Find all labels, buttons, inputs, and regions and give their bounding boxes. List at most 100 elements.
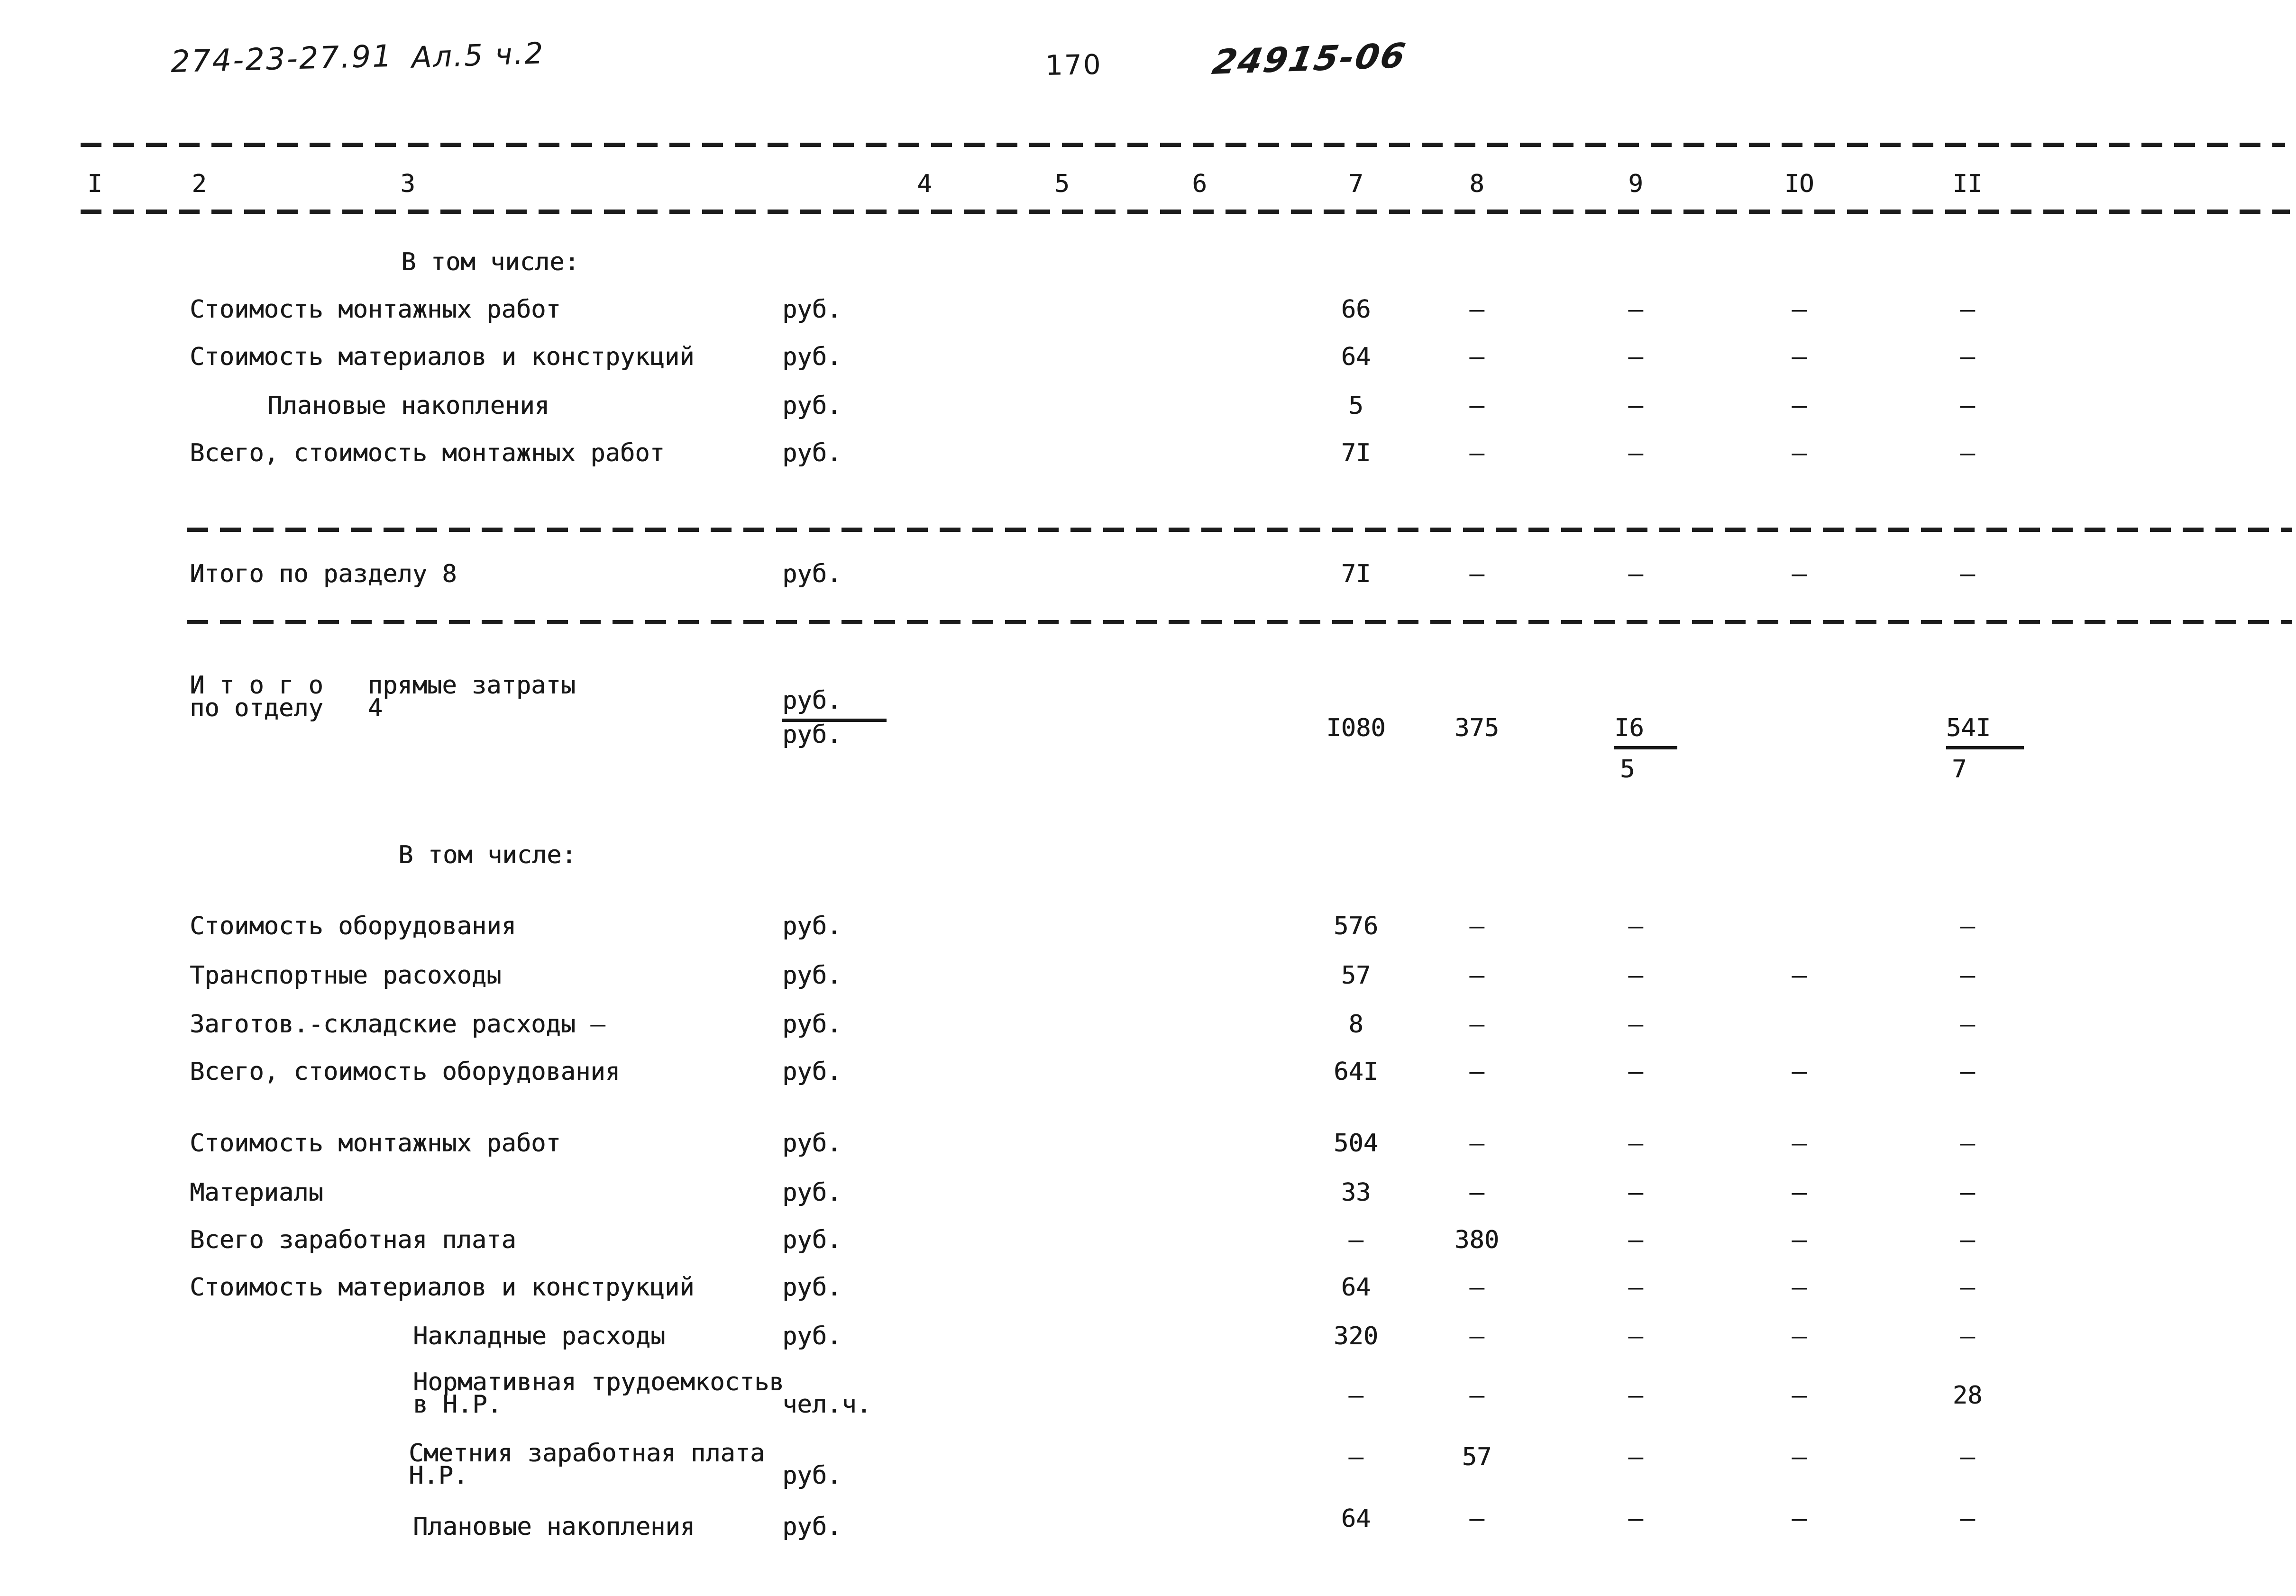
planovye-nakopleniya-2-label: Плановые накопления — [413, 1513, 695, 1541]
itogo-pryamye-zatraty-po-otdelu-4-unit-top: руб. — [782, 688, 887, 722]
v-tom-chisle-2-label: В том числе: — [398, 841, 576, 869]
transportnye-rashody-label: Транспортные расоходы — [190, 961, 502, 990]
v-tom-chisle-1-label: В том числе: — [401, 248, 579, 276]
stoimost-materialov-i-konstrukcij-2-value-col11: – — [1960, 1273, 1975, 1302]
dashed-rule-header-bottom — [81, 210, 2290, 214]
itogo-pryamye-zatraty-po-otdelu-4-value-denominator: 5 — [1620, 755, 1635, 784]
planovye-nakopleniya-1-unit: руб. — [782, 392, 842, 420]
vsego-stoimost-montazhnyh-rabot-value-col8: – — [1469, 439, 1484, 467]
smetnaya-zarabotnaya-plata-nr-value-col8: 57 — [1462, 1443, 1492, 1471]
zagotov-skladskie-rashody-value-col7: 8 — [1348, 1010, 1363, 1039]
stoimost-montazhnyh-rabot-1-value-col8: – — [1469, 295, 1484, 324]
nakladnye-rashody-value-col11: – — [1960, 1322, 1975, 1350]
vsego-zarabotnaya-plata-value-col9: – — [1628, 1226, 1643, 1254]
zagotov-skladskie-rashody-value-col8: – — [1469, 1010, 1484, 1039]
smetnaya-zarabotnaya-plata-nr-value-col10: – — [1792, 1443, 1807, 1471]
stoimost-montazhnyh-rabot-2-value-col7: 504 — [1334, 1129, 1378, 1158]
nakladnye-rashody-label: Накладные расходы — [413, 1322, 666, 1350]
stoimost-montazhnyh-rabot-2-unit: руб. — [782, 1129, 842, 1158]
transportnye-rashody-value-col11: – — [1960, 961, 1975, 990]
stoimost-montazhnyh-rabot-1-value-col7: 66 — [1341, 295, 1371, 324]
column-number-8: 8 — [1469, 170, 1484, 198]
itogo-po-razdelu-8-value-col7: 7I — [1341, 560, 1371, 588]
stoimost-materialov-i-konstrukcij-1-value-col10: – — [1792, 343, 1807, 371]
planovye-nakopleniya-1-value-col10: – — [1792, 392, 1807, 420]
vsego-zarabotnaya-plata-value-col8: 380 — [1454, 1226, 1499, 1254]
itogo-pryamye-zatraty-po-otdelu-4-value-numerator: 54I — [1946, 716, 2024, 749]
planovye-nakopleniya-1-value-col8: – — [1469, 392, 1484, 420]
stoimost-montazhnyh-rabot-2-value-col8: – — [1469, 1129, 1484, 1158]
stoimost-montazhnyh-rabot-2-label: Стоимость монтажных работ — [190, 1129, 561, 1158]
planovye-nakopleniya-2-value-col10: – — [1792, 1505, 1807, 1533]
zagotov-skladskie-rashody-unit: руб. — [782, 1010, 842, 1039]
stoimost-oborudovaniya-unit: руб. — [782, 912, 842, 940]
transportnye-rashody-value-col8: – — [1469, 961, 1484, 990]
itogo-pryamye-zatraty-po-otdelu-4-value-col9: I6 5 — [1614, 716, 1677, 782]
handwritten-project-code: 274-23-27.91 — [170, 38, 393, 80]
column-number-5: 5 — [1054, 170, 1070, 198]
normativnaya-trudoemkost-nr-unit: чел.ч. — [782, 1390, 871, 1419]
zagotov-skladskie-rashody-value-col9: – — [1628, 1010, 1643, 1039]
materialy-value-col9: – — [1628, 1178, 1643, 1207]
smetnaya-zarabotnaya-plata-nr-value-col11: – — [1960, 1443, 1975, 1471]
stoimost-oborudovaniya-value-col8: – — [1469, 912, 1484, 940]
planovye-nakopleniya-2-value-col8: – — [1469, 1505, 1484, 1533]
stoimost-materialov-i-konstrukcij-1-value-col7: 64 — [1341, 343, 1371, 371]
itogo-pryamye-zatraty-po-otdelu-4-label-line1: И т о г о прямые затраты — [190, 671, 576, 700]
stoimost-montazhnyh-rabot-1-value-col11: – — [1960, 295, 1975, 324]
stoimost-materialov-i-konstrukcij-1-value-col9: – — [1628, 343, 1643, 371]
nakladnye-rashody-unit: руб. — [782, 1322, 842, 1350]
itogo-po-razdelu-8-value-col10: – — [1792, 560, 1807, 588]
materialy-value-col10: – — [1792, 1178, 1807, 1207]
normativnaya-trudoemkost-nr-value-col7: – — [1348, 1381, 1363, 1410]
planovye-nakopleniya-2-value-col7: 64 — [1341, 1505, 1371, 1533]
column-number-4: 4 — [917, 170, 932, 198]
vsego-stoimost-montazhnyh-rabot-value-col10: – — [1792, 439, 1807, 467]
stoimost-materialov-i-konstrukcij-1-unit: руб. — [782, 343, 842, 371]
handwritten-doc-number: 24915-06 — [1209, 35, 1410, 82]
vsego-zarabotnaya-plata-value-col7: – — [1348, 1226, 1363, 1254]
stoimost-materialov-i-konstrukcij-2-label: Стоимость материалов и конструкций — [190, 1273, 695, 1302]
vsego-zarabotnaya-plata-unit: руб. — [782, 1226, 842, 1254]
zagotov-skladskie-rashody-value-col11: – — [1960, 1010, 1975, 1039]
itogo-po-razdelu-8-value-col9: – — [1628, 560, 1643, 588]
stoimost-montazhnyh-rabot-2-value-col11: – — [1960, 1129, 1975, 1158]
materialy-value-col7: 33 — [1341, 1178, 1371, 1207]
vsego-stoimost-oborudovaniya-value-col9: – — [1628, 1058, 1643, 1086]
vsego-zarabotnaya-plata-value-col11: – — [1960, 1226, 1975, 1254]
itogo-pryamye-zatraty-po-otdelu-4-unit-bottom: руб. — [782, 720, 842, 749]
itogo-po-razdelu-8-value-col8: – — [1469, 560, 1484, 588]
normativnaya-trudoemkost-nr-label-line1: Нормативная трудоемкостьв — [413, 1368, 784, 1396]
vsego-stoimost-montazhnyh-rabot-unit: руб. — [782, 439, 842, 467]
stoimost-montazhnyh-rabot-2-value-col9: – — [1628, 1129, 1643, 1158]
planovye-nakopleniya-1-value-col7: 5 — [1348, 392, 1363, 420]
stoimost-materialov-i-konstrukcij-2-unit: руб. — [782, 1273, 842, 1302]
planovye-nakopleniya-1-value-col11: – — [1960, 392, 1975, 420]
stoimost-montazhnyh-rabot-2-value-col10: – — [1792, 1129, 1807, 1158]
smetnaya-zarabotnaya-plata-nr-label-line2: Н.Р. — [409, 1461, 468, 1490]
transportnye-rashody-value-col9: – — [1628, 961, 1643, 990]
smetnaya-zarabotnaya-plata-nr-value-col9: – — [1628, 1443, 1643, 1471]
nakladnye-rashody-value-col7: 320 — [1334, 1322, 1378, 1350]
stoimost-montazhnyh-rabot-1-unit: руб. — [782, 295, 842, 324]
stoimost-materialov-i-konstrukcij-1-value-col11: – — [1960, 343, 1975, 371]
vsego-stoimost-oborudovaniya-value-col8: – — [1469, 1058, 1484, 1086]
planovye-nakopleniya-2-value-col9: – — [1628, 1505, 1643, 1533]
normativnaya-trudoemkost-nr-value-col11: 28 — [1952, 1381, 1983, 1410]
itogo-pryamye-zatraty-po-otdelu-4-value-col11: 54I 7 — [1946, 716, 2024, 782]
stoimost-oborudovaniya-value-col11: – — [1960, 912, 1975, 940]
stoimost-materialov-i-konstrukcij-2-value-col10: – — [1792, 1273, 1807, 1302]
stoimost-montazhnyh-rabot-1-label: Стоимость монтажных работ — [190, 295, 561, 324]
smetnaya-zarabotnaya-plata-nr-unit: руб. — [782, 1461, 842, 1490]
itogo-pryamye-zatraty-po-otdelu-4-label-line2: по отделу 4 — [190, 694, 383, 722]
smetnaya-zarabotnaya-plata-nr-label-line1: Сметния заработная плата — [409, 1439, 765, 1468]
itogo-pryamye-zatraty-po-otdelu-4-value-col8: 375 — [1454, 714, 1499, 742]
column-number-7: 7 — [1348, 170, 1363, 198]
vsego-stoimost-oborudovaniya-value-col10: – — [1792, 1058, 1807, 1086]
vsego-stoimost-oborudovaniya-value-col11: – — [1960, 1058, 1975, 1086]
itogo-pryamye-zatraty-po-otdelu-4-value-numerator: I6 — [1614, 716, 1677, 749]
itogo-pryamye-zatraty-po-otdelu-4-value-denominator: 7 — [1952, 755, 1967, 784]
itogo-po-razdelu-8-unit: руб. — [782, 560, 842, 588]
vsego-stoimost-oborudovaniya-unit: руб. — [782, 1058, 842, 1086]
